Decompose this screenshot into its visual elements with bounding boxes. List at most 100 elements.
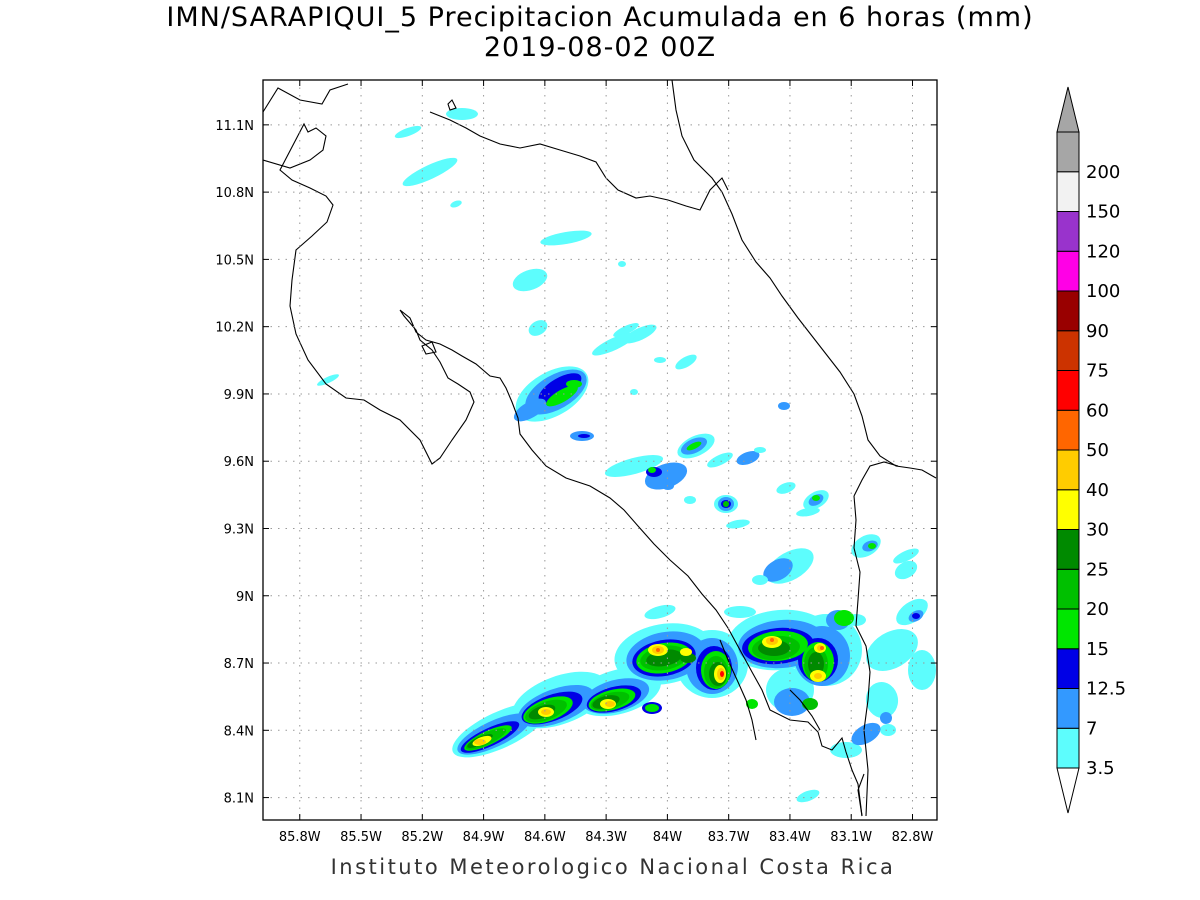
precip-cell <box>778 402 790 410</box>
precip-cell <box>618 261 626 267</box>
precip-cell <box>774 688 810 716</box>
precip-cell <box>796 507 820 517</box>
colorbar-box <box>1056 330 1080 371</box>
precip-cell <box>834 610 854 626</box>
precip-cell <box>752 575 768 585</box>
precip-cell <box>851 722 881 746</box>
precip-cell <box>540 230 592 246</box>
precip-cell <box>686 441 702 451</box>
precip-cell <box>908 650 936 690</box>
precip-cell <box>446 108 478 120</box>
precip-cell <box>868 543 876 549</box>
colorbar-label: 3.5 <box>1086 758 1115 779</box>
precip-cell <box>723 501 729 507</box>
precip-cell <box>450 200 462 208</box>
chart-title: IMN/SARAPIQUI_5 Precipitacion Acumulada … <box>166 2 1034 33</box>
precip-cell <box>808 652 824 676</box>
lat-tick-label: 8.4N <box>224 724 254 739</box>
precip-cell <box>645 704 659 712</box>
precip-cell <box>541 709 551 715</box>
precip-cell <box>317 374 339 386</box>
colorbar-box <box>1056 568 1080 610</box>
precip-cell <box>654 357 666 363</box>
precip-cell <box>865 682 899 718</box>
precip-cell <box>684 496 696 504</box>
coastline-borders <box>263 80 937 817</box>
colorbar-box <box>1056 727 1080 769</box>
precip-cell <box>474 739 486 745</box>
chart-subtitle-datetime: 2019-08-02 00Z <box>483 32 717 63</box>
lat-tick-label: 10.5N <box>215 253 254 268</box>
colorbar-box <box>1056 529 1080 570</box>
colorbar-label: 100 <box>1086 281 1120 302</box>
precip-cell <box>776 482 796 494</box>
precip-cell <box>566 380 582 388</box>
colorbar-label: 12.5 <box>1086 679 1126 700</box>
precip-cell <box>720 671 724 677</box>
precip-cell <box>802 698 818 710</box>
precip-cell <box>754 447 766 453</box>
precip-cell <box>820 646 824 650</box>
colorbar-box <box>1056 171 1080 212</box>
precip-cell <box>763 558 793 582</box>
lat-tick-label: 9N <box>236 590 254 605</box>
colorbar-label: 25 <box>1086 559 1109 580</box>
precip-cell <box>402 157 458 187</box>
colorbar-bottom-arrow <box>1056 767 1080 814</box>
precip-cell <box>613 323 639 337</box>
precip-cell <box>724 606 756 618</box>
colorbar-label: 60 <box>1086 400 1109 421</box>
colorbar-box <box>1056 409 1080 451</box>
colorbar-label: 20 <box>1086 599 1109 620</box>
precip-cell <box>528 320 548 336</box>
colorbar-box <box>1056 648 1080 689</box>
lat-tick-label: 10.2N <box>215 321 254 336</box>
colorbar-label: 40 <box>1086 480 1109 501</box>
precip-cell <box>912 613 920 619</box>
lat-tick-label: 11.1N <box>215 119 254 134</box>
colorbar-box <box>1056 131 1080 173</box>
precip-cell <box>513 398 547 422</box>
colorbar-box <box>1056 290 1080 332</box>
precip-cell <box>880 712 892 724</box>
lon-tick-label: 84.3W <box>585 830 627 845</box>
colorbar-box <box>1056 489 1080 530</box>
precip-cell <box>512 268 548 292</box>
precip-cell <box>644 604 676 620</box>
colorbar-label: 90 <box>1086 321 1109 342</box>
precip-cell <box>893 548 919 564</box>
lat-tick-label: 8.7N <box>224 657 254 672</box>
precip-cell <box>604 455 664 477</box>
precip-cell <box>546 385 578 407</box>
colorbar-box <box>1056 608 1080 650</box>
lon-tick-label: 85.8W <box>279 830 321 845</box>
precip-cell <box>894 560 918 580</box>
lat-tick-label: 9.3N <box>224 522 254 537</box>
lat-tick-label: 9.6N <box>224 455 254 470</box>
lat-tick-label: 10.8N <box>215 186 254 201</box>
lon-tick-label: 85.2W <box>401 830 443 845</box>
precip-cell <box>394 125 422 139</box>
colorbar-box <box>1056 250 1080 292</box>
precipitation-field <box>317 108 936 803</box>
colorbar-label: 15 <box>1086 639 1109 660</box>
colorbar-box <box>1056 211 1080 252</box>
colorbar-box <box>1056 449 1080 491</box>
precip-cell <box>578 434 590 438</box>
map-frame <box>262 79 938 821</box>
lon-tick-label: 84.9W <box>463 830 505 845</box>
precip-cell <box>605 701 615 707</box>
colorbar-box <box>1056 370 1080 411</box>
precip-cell <box>866 629 918 671</box>
colorbar-label: 120 <box>1086 241 1120 262</box>
precip-cell <box>814 673 822 679</box>
precip-cell <box>746 699 758 709</box>
precip-cell <box>656 648 660 652</box>
colorbar-label: 200 <box>1086 162 1120 183</box>
precip-cell <box>592 332 636 356</box>
precip-cell <box>662 482 674 490</box>
precip-cell <box>726 519 750 529</box>
precip-cell <box>648 467 656 473</box>
precip-cell <box>880 724 896 736</box>
